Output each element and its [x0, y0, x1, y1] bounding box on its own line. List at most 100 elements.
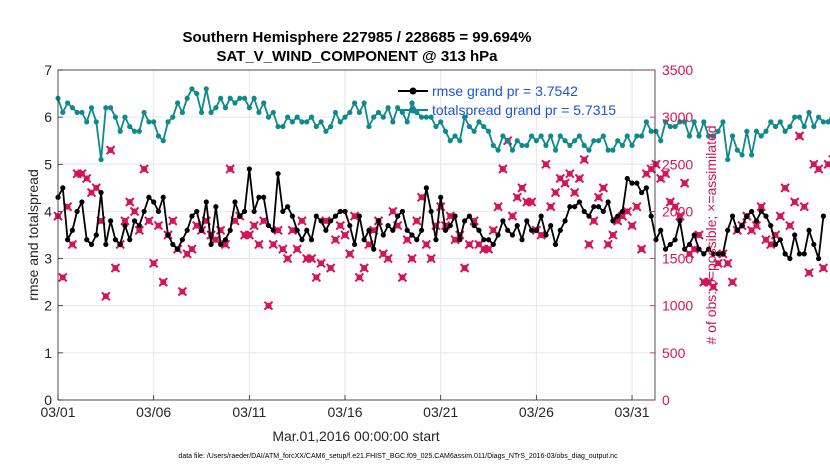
obs-circle [103, 293, 109, 299]
rmse-point [534, 228, 539, 233]
obs-point [150, 259, 158, 267]
totalspread-point [567, 143, 572, 148]
obs-point [68, 240, 76, 248]
totalspread-point [84, 119, 89, 124]
rmse-point [720, 251, 725, 256]
rmse-point [385, 223, 390, 228]
obs-circle [318, 260, 324, 266]
totalspread-point [452, 133, 457, 138]
totalspread-point [242, 96, 247, 101]
totalspread-point [787, 124, 792, 129]
obs-circle [639, 246, 645, 252]
totalspread-point [515, 138, 520, 143]
rmse-point [548, 223, 553, 228]
obs-point [427, 255, 435, 263]
totalspread-point [161, 138, 166, 143]
totalspread-point [457, 138, 462, 143]
chart-title: Southern Hemisphere 227985 / 228685 = 99… [183, 29, 532, 46]
obs-circle [806, 270, 812, 276]
obs-point [499, 165, 507, 173]
obs-point [815, 165, 823, 173]
obs-circle [112, 265, 118, 271]
rmse-point [199, 228, 204, 233]
totalspread-point [500, 133, 505, 138]
rmse-point [185, 228, 190, 233]
rmse-point [84, 237, 89, 242]
totalspread-point [577, 133, 582, 138]
totalspread-point [601, 133, 606, 138]
rmse-point [285, 204, 290, 209]
totalspread-point [701, 119, 706, 124]
obs-point [728, 278, 736, 286]
rmse-point [601, 209, 606, 214]
rmse-point [634, 181, 639, 186]
totalspread-point [639, 133, 644, 138]
obs-circle [256, 241, 262, 247]
y2-tick-label: 3500 [662, 62, 693, 78]
rmse-point [70, 228, 75, 233]
rmse-point [256, 195, 261, 200]
rmse-point [137, 223, 142, 228]
rmse-point [309, 237, 314, 242]
obs-point [398, 273, 406, 281]
obs-circle [696, 232, 702, 238]
obs-point [575, 174, 583, 182]
obs-point [585, 240, 593, 248]
rmse-point [65, 237, 70, 242]
totalspread-point [103, 105, 108, 110]
obs-circle [366, 241, 372, 247]
obs-point [413, 217, 421, 225]
rmse-point [280, 209, 285, 214]
obs-circle [309, 256, 315, 262]
totalspread-point [295, 115, 300, 120]
obs-circle [490, 227, 496, 233]
totalspread-point [319, 119, 324, 124]
obs-point [681, 179, 689, 187]
obs-circle [500, 166, 506, 172]
rmse-point [295, 228, 300, 233]
obs-circle [261, 218, 267, 224]
rmse-point [438, 195, 443, 200]
totalspread-point [371, 115, 376, 120]
rmse-point [342, 209, 347, 214]
totalspread-point [610, 148, 615, 153]
totalspread-point [653, 129, 658, 134]
obs-circle [151, 260, 157, 266]
y-tick-label: 2 [44, 298, 52, 314]
obs-circle [60, 274, 66, 280]
obs-circle [280, 246, 286, 252]
totalspread-point [333, 110, 338, 115]
obs-point [264, 302, 272, 310]
rmse-point [390, 228, 395, 233]
obs-point [494, 203, 502, 211]
obs-circle [108, 147, 114, 153]
y2-tick-label: 1500 [662, 251, 693, 267]
totalspread-point [156, 133, 161, 138]
totalspread-point [247, 105, 252, 110]
totalspread-point [266, 115, 271, 120]
obs-point [154, 222, 162, 230]
obs-point [308, 255, 316, 263]
rmse-point [596, 204, 601, 209]
rmse-point [629, 181, 634, 186]
totalspread-point [629, 143, 634, 148]
rmse-point [773, 242, 778, 247]
totalspread-point [405, 119, 410, 124]
totalspread-point [615, 138, 620, 143]
rmse-point [806, 228, 811, 233]
obs-point [159, 278, 167, 286]
obs-circle [160, 279, 166, 285]
rmse-point [323, 228, 328, 233]
totalspread-point [285, 115, 290, 120]
rmse-point [213, 204, 218, 209]
totalspread-point [529, 133, 534, 138]
obs-point [178, 288, 186, 296]
rmse-point [151, 199, 156, 204]
totalspread-point [376, 110, 381, 115]
obs-point [561, 179, 569, 187]
totalspread-point [505, 138, 510, 143]
totalspread-point [553, 148, 558, 153]
totalspread-point [381, 115, 386, 120]
obs-circle [596, 194, 602, 200]
obs-point [465, 240, 473, 248]
